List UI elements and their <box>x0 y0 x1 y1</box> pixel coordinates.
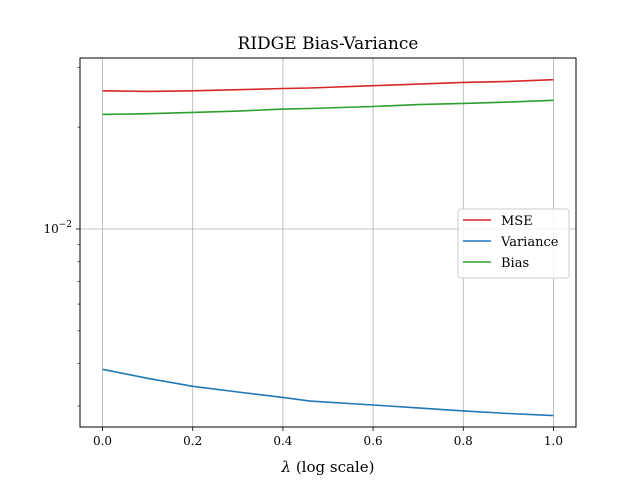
series-line-mse <box>102 78 554 93</box>
legend: MSE Variance Bias <box>457 208 570 279</box>
x-tick-label: 0.2 <box>183 434 202 448</box>
legend-label-mse: MSE <box>501 214 533 229</box>
series-line-variance <box>102 368 554 417</box>
chart-title: RIDGE Bias-Variance <box>238 34 419 54</box>
x-tick-label: 0.0 <box>93 434 112 448</box>
x-tick-label: 0.8 <box>454 434 473 448</box>
x-tick-label: 0.4 <box>273 434 292 448</box>
x-axis-label: λ (log scale) <box>281 458 375 476</box>
y-tick-label: 10−2 <box>43 220 72 236</box>
y-tick-exponent: −2 <box>59 220 72 230</box>
axis-ticks: 0.0 0.2 0.4 0.6 0.8 1.0 10−2 <box>43 67 563 448</box>
x-axis-label-symbol: λ <box>281 458 292 476</box>
x-tick-label: 1.0 <box>544 434 563 448</box>
legend-label-bias: Bias <box>501 256 529 271</box>
series-layer <box>102 78 554 417</box>
legend-label-variance: Variance <box>500 235 559 250</box>
legend-box <box>457 208 570 279</box>
plot-frame <box>79 57 577 428</box>
x-axis-label-suffix: (log scale) <box>291 458 374 476</box>
x-tick-label: 0.6 <box>364 434 383 448</box>
y-tick-base: 10 <box>43 222 58 236</box>
series-line-bias <box>102 99 554 116</box>
